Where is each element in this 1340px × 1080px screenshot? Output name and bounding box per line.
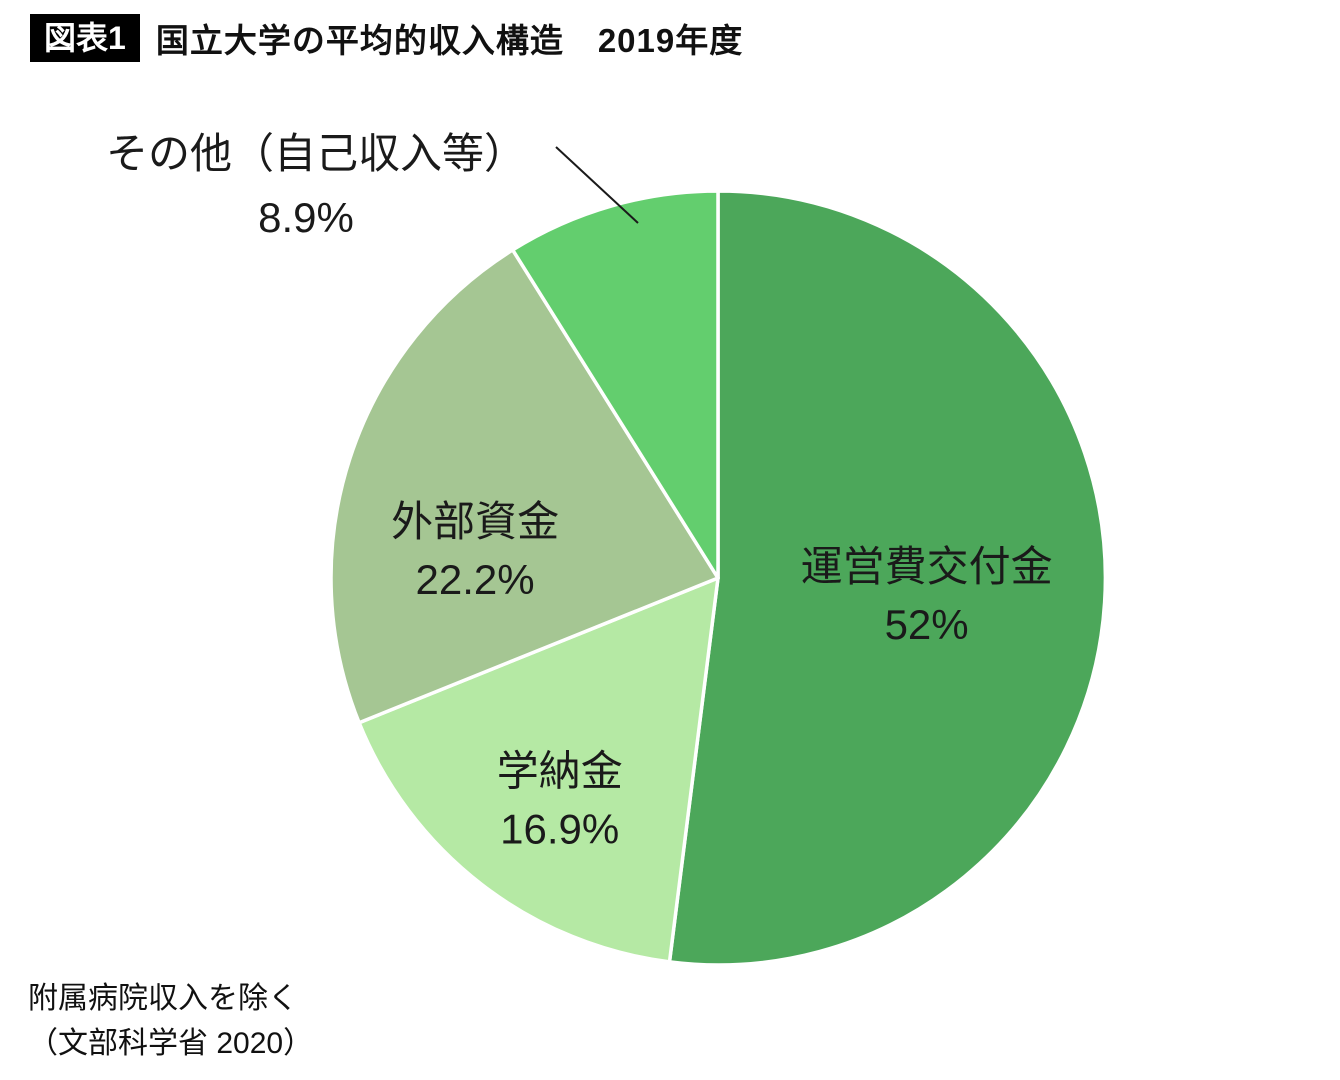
pie-slices: [329, 189, 1108, 967]
source-note: 附属病院収入を除く （文部科学省 2020）: [28, 976, 313, 1066]
pie-slice-4: [510, 189, 720, 580]
slice-label-2: 学納金: [497, 747, 623, 794]
pie-slice-1: [667, 189, 1108, 967]
slice-value-1: 52%: [885, 601, 969, 648]
outside-value-other: 8.9%: [258, 194, 354, 241]
slice-label-1: 運営費交付金: [801, 543, 1053, 590]
pie-slice-labels: 運営費交付金 52% 学納金 16.9% 外部資金 22.2%: [391, 498, 1053, 852]
slice-value-2: 16.9%: [500, 805, 619, 852]
source-note-line2: （文部科学省 2020）: [28, 1027, 314, 1060]
leader-line-other-slice: [555, 146, 639, 224]
source-note-line1: 附属病院収入を除く: [28, 982, 298, 1015]
pie-slice-3: [329, 248, 720, 725]
outside-label-other: その他（自己収入等）: [106, 130, 526, 177]
figure-title: 国立大学の平均的収入構造 2019年度: [155, 22, 744, 59]
slice-label-3: 外部資金: [391, 498, 559, 545]
slice-value-3: 22.2%: [416, 556, 535, 603]
pie-slice-2: [357, 576, 720, 964]
figure-badge: 図表1: [30, 14, 140, 62]
figure-header: 図表1 国立大学の平均的収入構造 2019年度: [30, 14, 743, 62]
